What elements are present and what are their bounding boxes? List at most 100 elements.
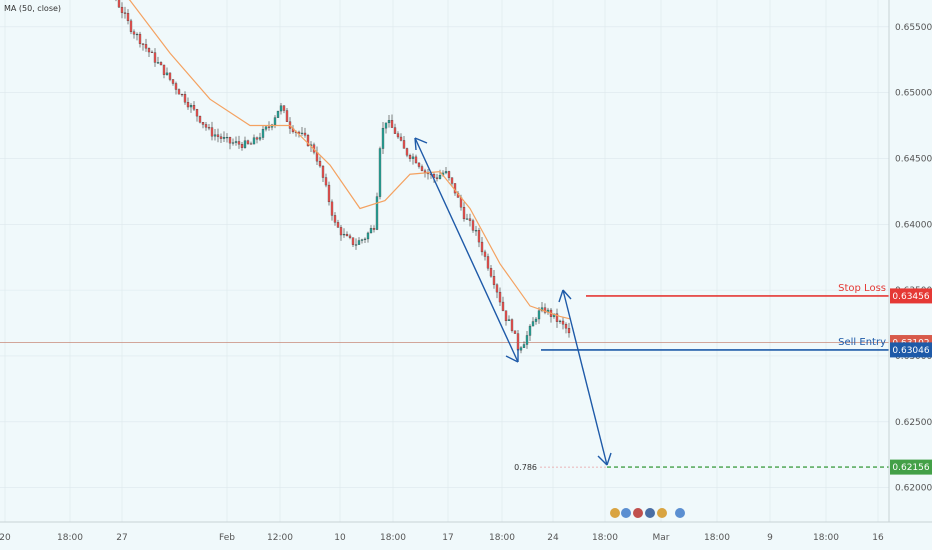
arrow-2-head-bottom-a — [597, 455, 608, 466]
candle — [300, 127, 304, 136]
candle — [498, 287, 502, 307]
candle — [450, 177, 454, 186]
candle — [255, 136, 259, 144]
candle — [216, 128, 220, 143]
candle — [132, 29, 136, 39]
event-flag-icon[interactable] — [657, 508, 667, 518]
candle — [417, 162, 421, 169]
candle — [387, 114, 391, 128]
candle — [504, 310, 508, 326]
candle — [282, 105, 286, 114]
time-tick-label: 18:00 — [489, 533, 515, 543]
candle — [327, 181, 331, 206]
stop-loss-price-tag: 0.63456 — [890, 288, 932, 304]
candle — [318, 156, 322, 168]
candle — [168, 72, 172, 82]
candle — [141, 43, 145, 51]
candle — [228, 136, 232, 150]
arrow-2-head-top-b — [562, 289, 572, 300]
candle — [507, 315, 511, 322]
event-flag-icon[interactable] — [610, 508, 620, 518]
candle — [180, 93, 184, 97]
candle — [192, 101, 196, 112]
candle — [537, 307, 541, 324]
time-tick-label: 18:00 — [813, 533, 839, 543]
candle — [471, 218, 475, 233]
candle — [558, 319, 562, 324]
time-tick-label: 10 — [334, 533, 346, 543]
candle — [243, 136, 247, 149]
projection-arrows — [414, 137, 612, 466]
arrow-1-head-top-b — [414, 137, 428, 144]
event-flag-icon[interactable] — [645, 508, 655, 518]
candle — [534, 316, 538, 325]
time-tick-label: 12:00 — [267, 533, 293, 543]
event-flag-icon[interactable] — [675, 508, 685, 518]
candle — [402, 135, 406, 149]
candle — [231, 138, 235, 146]
candle — [330, 199, 334, 221]
time-tick-label: 18:00 — [380, 533, 406, 543]
candle — [462, 202, 466, 222]
candle — [258, 132, 262, 142]
candle — [150, 50, 154, 53]
candle — [285, 108, 289, 122]
candle — [354, 238, 358, 250]
candle — [195, 108, 199, 122]
time-tick-label: 27 — [116, 533, 127, 543]
candle — [177, 88, 181, 95]
price-tick-label: 0.62500 — [895, 418, 932, 428]
candle — [420, 164, 424, 172]
candle — [144, 38, 148, 52]
candle — [204, 122, 208, 131]
candle — [234, 136, 238, 146]
candle — [336, 219, 340, 228]
candle — [492, 270, 496, 289]
candle — [360, 238, 364, 244]
candle — [279, 102, 283, 115]
candle — [531, 317, 535, 327]
arrow-1-head-bottom-a — [505, 355, 519, 363]
candle — [396, 131, 400, 139]
sell-entry-tag-value: 0.63046 — [892, 346, 929, 356]
candle — [555, 308, 559, 328]
candle — [399, 133, 403, 142]
candle — [171, 79, 175, 86]
candle — [510, 318, 514, 333]
candle — [444, 166, 448, 175]
candle — [252, 134, 256, 145]
candle — [465, 213, 469, 220]
candle — [447, 170, 451, 181]
stop-loss-tag-bg — [890, 288, 932, 304]
arrow-1-head-top-a — [414, 137, 417, 151]
candle — [357, 237, 361, 245]
event-flag-icon[interactable] — [621, 508, 631, 518]
economic-event-flags[interactable] — [610, 508, 685, 518]
candle — [276, 110, 280, 119]
downswing-arrow-2 — [562, 289, 608, 466]
candle — [375, 192, 379, 231]
candle — [174, 81, 178, 95]
candle — [261, 125, 265, 141]
candle — [159, 61, 163, 66]
stop-loss-label: Stop Loss — [838, 283, 886, 294]
candle — [525, 330, 529, 349]
time-axis[interactable]: 20 18:00 27 Feb 12:00 10 18:00 17 18:00 24 18:00 Ma… — [0, 533, 884, 543]
candle — [222, 131, 226, 143]
candle — [477, 227, 481, 248]
downswing-arrow-1 — [414, 137, 519, 363]
stop-loss-tag-value: 0.63456 — [892, 292, 929, 302]
candle — [120, 2, 124, 19]
take-profit-tag-bg — [890, 459, 932, 475]
sell-entry-label: Sell Entry — [838, 337, 886, 348]
candle — [303, 127, 307, 138]
time-tick-label: 24 — [547, 533, 559, 543]
time-tick-label: 18:00 — [704, 533, 730, 543]
event-flag-icon[interactable] — [633, 508, 643, 518]
candle — [405, 147, 409, 158]
candle — [306, 133, 310, 147]
candle — [321, 165, 325, 183]
candle — [390, 114, 394, 128]
candle — [435, 173, 439, 182]
